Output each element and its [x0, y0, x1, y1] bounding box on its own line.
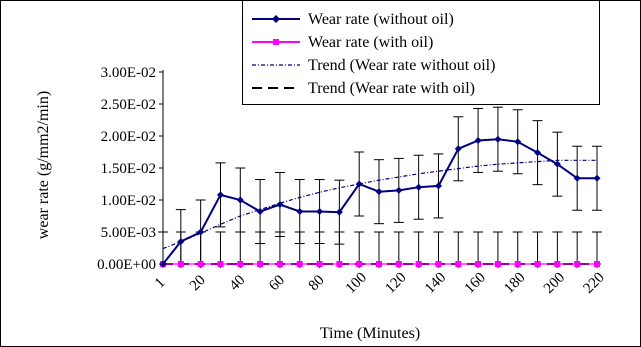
- legend: Wear rate (without oil) Wear rate (with o…: [242, 0, 600, 105]
- legend-label: Trend (Wear rate with oil): [308, 80, 475, 97]
- legend-marker-diamond: [272, 15, 280, 23]
- y-tick-label: 0.00E+00: [97, 257, 156, 273]
- data-point-without-oil: [256, 208, 264, 216]
- data-point-with-oil: [554, 261, 561, 267]
- data-point-without-oil: [316, 208, 324, 216]
- y-tick-label: 5.00E-03: [101, 225, 156, 241]
- data-point-with-oil: [177, 261, 184, 267]
- data-point-without-oil: [415, 183, 423, 191]
- data-point-without-oil: [534, 149, 542, 157]
- data-point-without-oil: [593, 174, 601, 182]
- data-point-with-oil: [574, 261, 581, 267]
- data-point-with-oil: [336, 261, 343, 267]
- data-point-with-oil: [237, 261, 244, 267]
- data-point-with-oil: [534, 261, 541, 267]
- data-point-without-oil: [296, 208, 304, 216]
- data-point-with-oil: [217, 261, 224, 267]
- data-point-without-oil: [434, 182, 442, 190]
- y-tick-label: 2.50E-02: [101, 97, 156, 113]
- y-tick-label: 2.00E-02: [101, 129, 156, 145]
- data-point-without-oil: [514, 138, 522, 146]
- series-line-2: [162, 159, 597, 250]
- data-point-with-oil: [316, 261, 323, 267]
- data-point-without-oil: [494, 135, 502, 143]
- data-point-with-oil: [475, 261, 482, 267]
- data-point-with-oil: [197, 261, 204, 267]
- y-tick-label: 1.00E-02: [101, 193, 156, 209]
- data-point-without-oil: [216, 191, 224, 199]
- legend-marker-square: [273, 39, 279, 45]
- y-axis-ticks: 0.00E+00 5.00E-03 1.00E-02 1.50E-02 2.00E-02…: [97, 65, 163, 273]
- data-point-with-oil: [594, 261, 600, 267]
- data-point-without-oil: [355, 180, 363, 188]
- data-point-without-oil: [395, 186, 403, 194]
- x-axis-label: Time (Minutes): [320, 325, 420, 342]
- y-tick-label: 1.50E-02: [101, 161, 156, 177]
- data-point-without-oil: [553, 160, 561, 168]
- data-point-with-oil: [276, 261, 283, 267]
- data-point-without-oil: [177, 238, 185, 246]
- data-point-with-oil: [455, 261, 462, 267]
- data-point-with-oil: [494, 261, 501, 267]
- data-point-with-oil: [296, 261, 303, 267]
- legend-label: Trend (Wear rate without oil): [308, 57, 495, 74]
- data-point-without-oil: [474, 136, 482, 144]
- data-point-without-oil: [276, 200, 284, 208]
- data-point-without-oil: [573, 174, 581, 182]
- y-axis-label: wear rate (g/mm2/min): [35, 91, 52, 239]
- y-tick-label: 3.00E-02: [101, 65, 156, 81]
- data-point-with-oil: [415, 261, 422, 267]
- data-point-with-oil: [435, 261, 442, 267]
- data-point-without-oil: [454, 145, 462, 153]
- data-point-without-oil: [335, 208, 343, 216]
- data-point-without-oil: [159, 260, 167, 268]
- data-point-without-oil: [375, 188, 383, 196]
- data-point-without-oil: [197, 228, 205, 236]
- plot-area: [158, 70, 602, 268]
- data-point-without-oil: [236, 196, 244, 204]
- data-point-with-oil: [395, 261, 402, 267]
- data-point-with-oil: [376, 261, 383, 267]
- data-point-with-oil: [356, 261, 363, 267]
- legend-box: [242, 0, 600, 105]
- legend-label: Wear rate (with oil): [308, 34, 433, 51]
- data-point-with-oil: [514, 261, 521, 267]
- legend-label: Wear rate (without oil): [308, 11, 454, 28]
- data-point-with-oil: [257, 261, 264, 267]
